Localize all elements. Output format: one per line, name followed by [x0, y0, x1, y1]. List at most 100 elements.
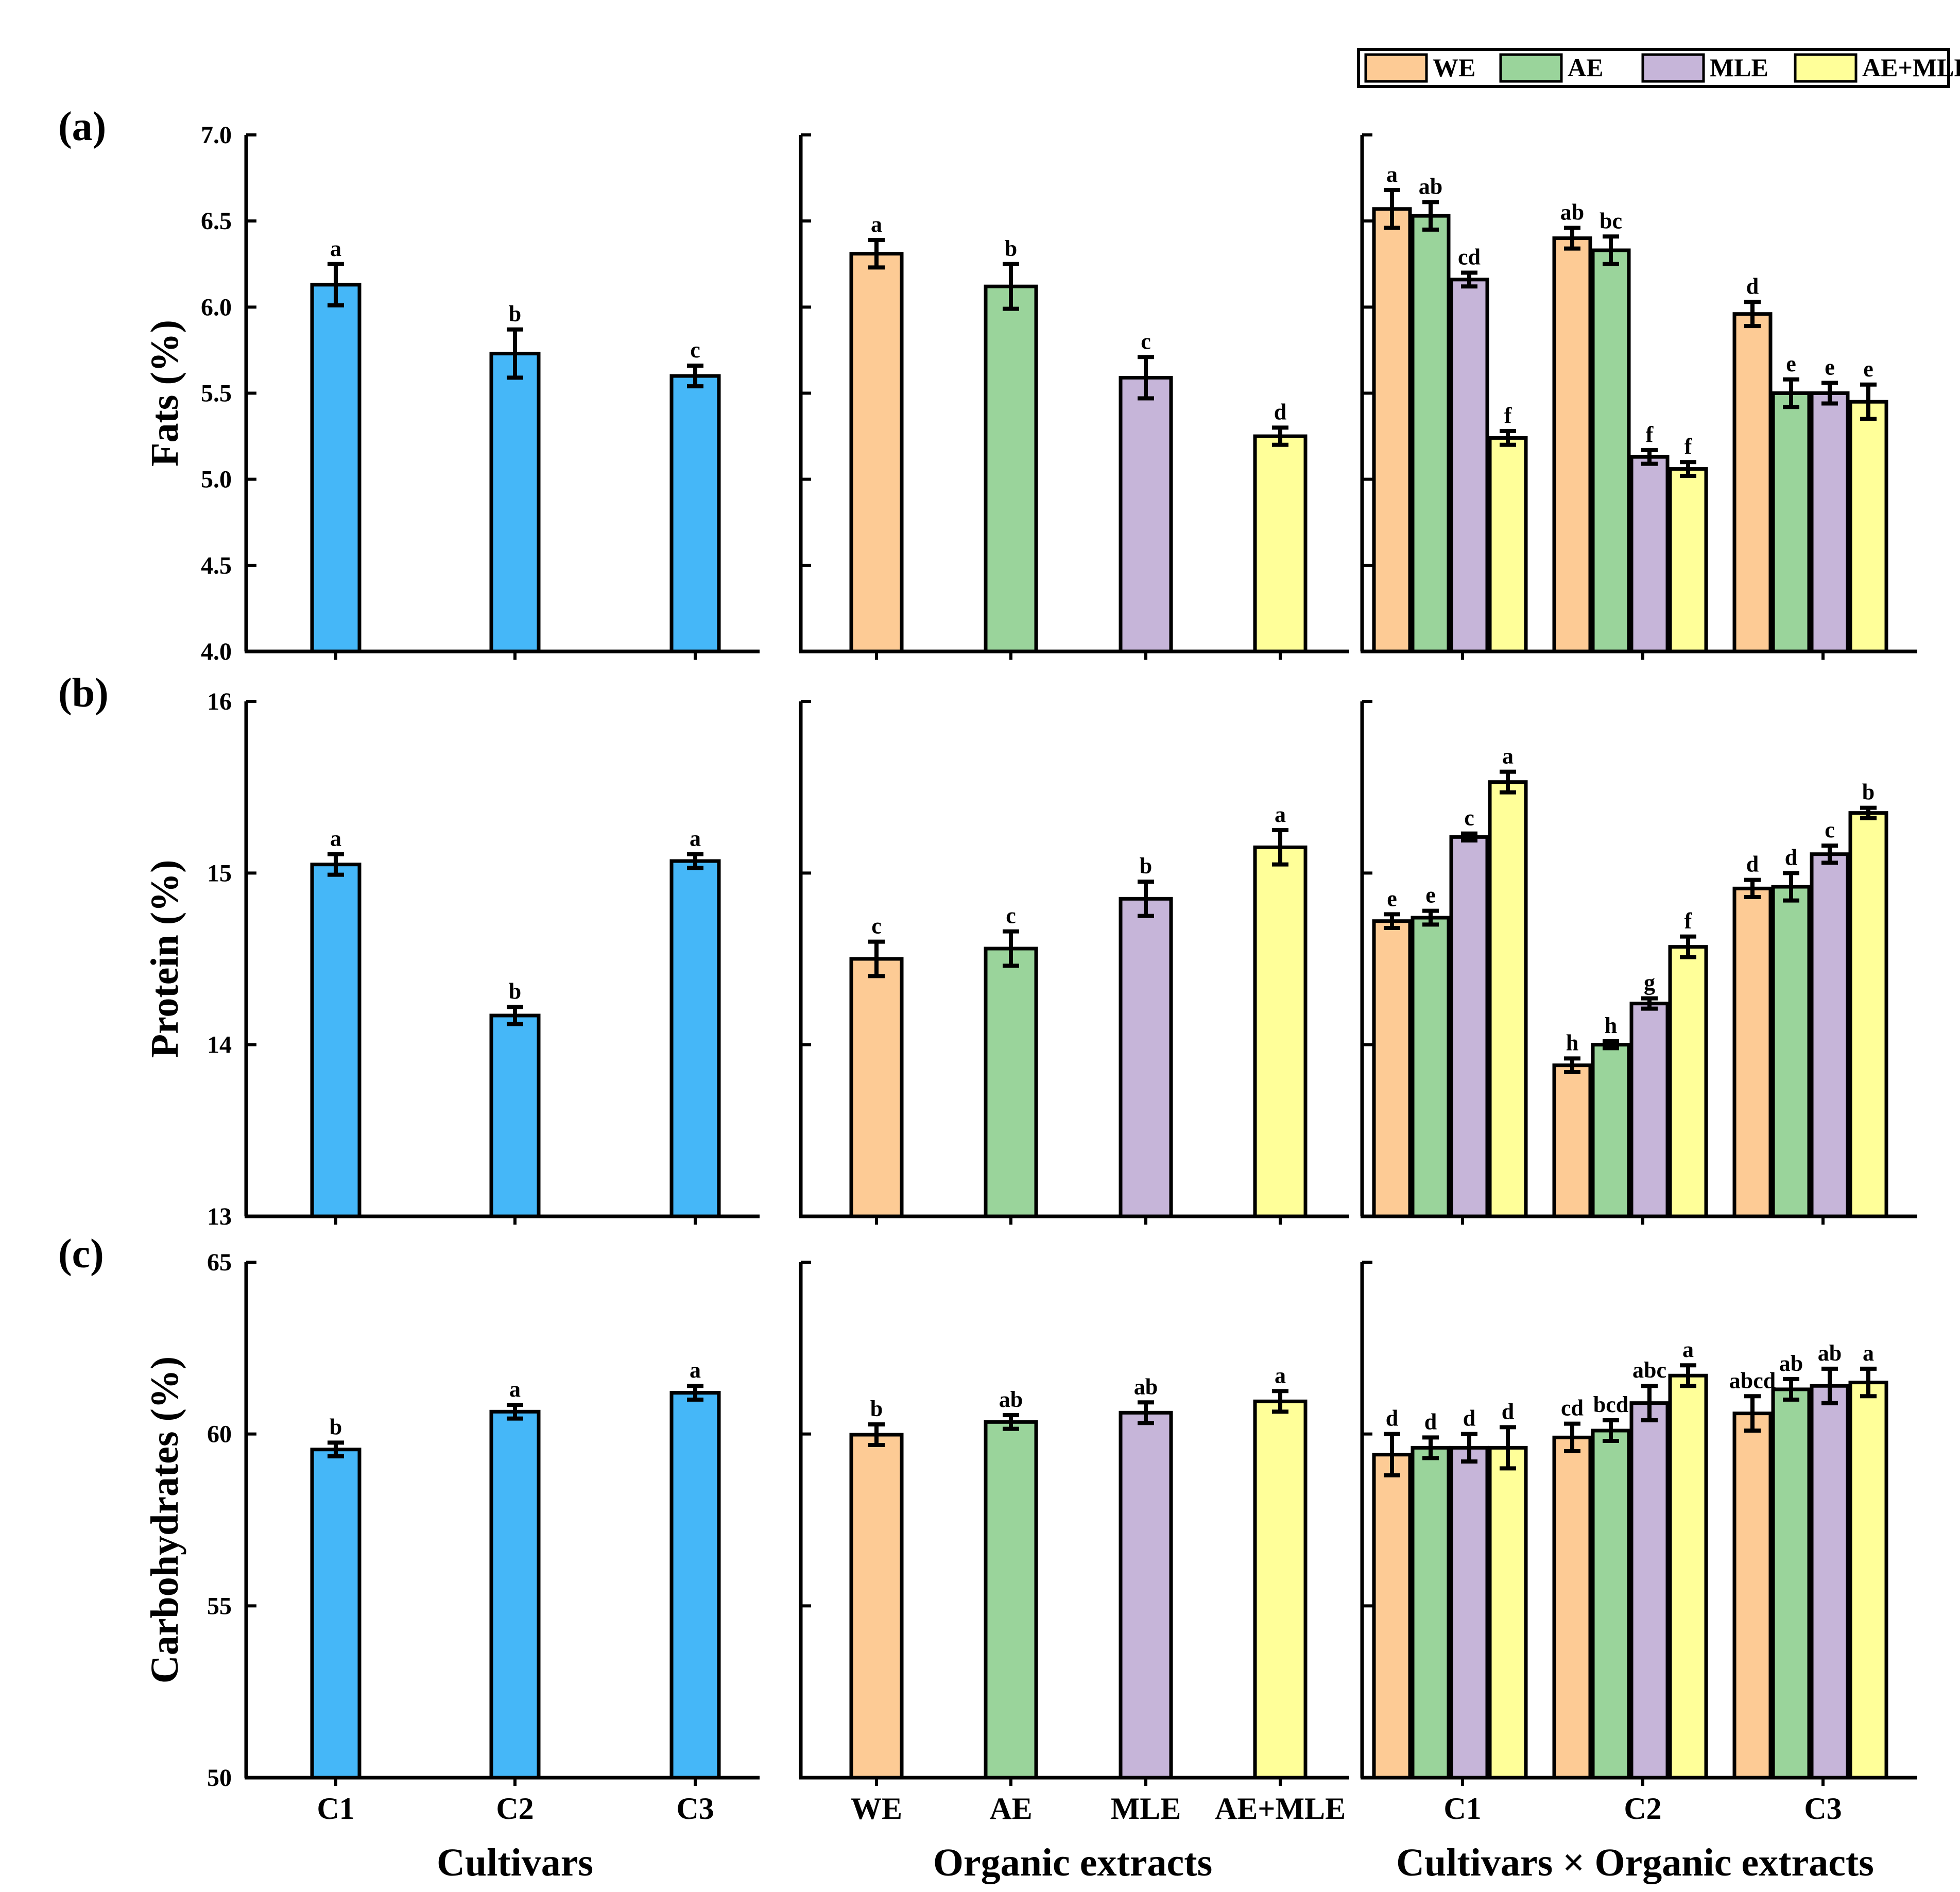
bar — [1253, 845, 1308, 1218]
bar — [310, 863, 362, 1218]
significance-letter: b — [330, 1414, 342, 1439]
bar — [310, 1448, 362, 1780]
significance-letter: f — [1504, 403, 1512, 428]
significance-letter: cd — [1458, 244, 1481, 269]
bar — [1771, 1387, 1811, 1780]
x-tick-label: C2 — [496, 1792, 534, 1826]
significance-letter: a — [1863, 1340, 1874, 1366]
y-tick-label: 15 — [207, 859, 232, 887]
y-tick-label: 13 — [207, 1203, 232, 1230]
panel-label: (a) — [58, 104, 106, 149]
bar — [1253, 434, 1308, 653]
x-tick-label: MLE — [1111, 1792, 1181, 1826]
bar — [1771, 391, 1811, 653]
significance-letter: h — [1566, 1030, 1578, 1055]
significance-letter: ab — [1560, 200, 1584, 225]
significance-letter: a — [330, 236, 341, 261]
legend: WE AE MLE AE+MLE — [1357, 48, 1960, 88]
bar — [849, 957, 904, 1218]
significance-letter: ab — [1419, 174, 1442, 199]
bar — [1372, 919, 1412, 1218]
bar — [1119, 375, 1173, 653]
bar — [669, 859, 721, 1218]
significance-letter: c — [1141, 329, 1151, 354]
significance-letter: c — [871, 914, 882, 939]
bar — [1488, 1446, 1528, 1780]
y-axis-title: Protein (%) — [143, 860, 186, 1058]
bar — [489, 1409, 541, 1780]
legend-swatch-ae — [1499, 53, 1563, 83]
bar — [1668, 467, 1708, 653]
legend-label-ae-plus-mle: AE+MLE — [1862, 53, 1960, 82]
significance-letter: b — [1140, 853, 1152, 879]
significance-letter: ab — [1134, 1374, 1158, 1399]
y-axis-title: Carbohydrates (%) — [143, 1356, 186, 1683]
significance-letter: c — [1006, 903, 1016, 928]
significance-letter: f — [1684, 434, 1693, 459]
significance-letter: c — [1464, 805, 1474, 831]
significance-letter: b — [870, 1396, 883, 1421]
y-tick-label: 6.0 — [201, 294, 232, 321]
bar — [1372, 207, 1412, 653]
y-tick-label: 65 — [207, 1249, 232, 1276]
significance-letter: b — [509, 301, 521, 326]
y-tick-label: 14 — [207, 1031, 232, 1059]
bar — [1848, 811, 1888, 1218]
y-tick-label: 50 — [207, 1764, 232, 1792]
x-tick-label: C3 — [676, 1792, 714, 1826]
bar — [1810, 1384, 1850, 1780]
bar — [984, 284, 1038, 653]
significance-letter: c — [1825, 817, 1835, 842]
x-tick-label: C3 — [1804, 1792, 1842, 1826]
bar — [1488, 780, 1528, 1218]
panel-label: (c) — [58, 1231, 104, 1277]
bar — [1848, 400, 1888, 653]
bar — [1591, 1429, 1631, 1780]
bar — [1488, 436, 1528, 653]
bar — [1848, 1381, 1888, 1780]
significance-letter: a — [690, 826, 701, 851]
bar — [1771, 885, 1811, 1218]
bar — [1629, 1002, 1670, 1218]
bar — [1732, 886, 1773, 1218]
significance-letter: bc — [1600, 208, 1622, 233]
bar — [1449, 835, 1489, 1218]
significance-letter: d — [1463, 1406, 1475, 1431]
bar — [1810, 852, 1850, 1218]
significance-letter: d — [1274, 399, 1286, 424]
y-tick-label: 5.0 — [201, 466, 232, 493]
significance-letter: d — [1424, 1409, 1437, 1434]
significance-letter: a — [330, 826, 341, 851]
significance-letter: f — [1646, 422, 1654, 447]
bar — [310, 283, 362, 653]
x-tick-label: WE — [851, 1792, 902, 1826]
significance-letter: a — [1275, 802, 1286, 827]
significance-letter: g — [1644, 970, 1655, 995]
bar — [1411, 916, 1451, 1218]
x-title-interaction: Cultivars × Organic extracts — [1396, 1841, 1874, 1884]
y-tick-label: 7.0 — [201, 122, 232, 149]
x-tick-label: C1 — [1443, 1792, 1481, 1826]
bar — [1591, 1043, 1631, 1218]
bar — [1372, 1453, 1412, 1780]
bar — [1810, 391, 1850, 653]
significance-letter: b — [1862, 780, 1875, 805]
significance-letter: cd — [1561, 1396, 1584, 1421]
significance-letter: f — [1684, 908, 1693, 934]
x-tick-label: C1 — [317, 1792, 354, 1826]
significance-letter: a — [509, 1377, 521, 1402]
bar — [489, 1013, 541, 1218]
panel-a: (a)Fats (%)4.04.55.05.56.06.57.0abcabcda… — [58, 104, 1917, 665]
significance-letter: a — [1386, 162, 1398, 187]
bar — [1732, 312, 1773, 653]
significance-letter: b — [509, 978, 521, 1004]
significance-letter: e — [1786, 351, 1796, 376]
significance-letter: b — [1005, 236, 1017, 261]
bar — [1119, 897, 1173, 1218]
bar — [1668, 1373, 1708, 1780]
bar — [984, 947, 1038, 1218]
bar — [1119, 1411, 1173, 1780]
y-tick-label: 4.5 — [201, 552, 232, 579]
